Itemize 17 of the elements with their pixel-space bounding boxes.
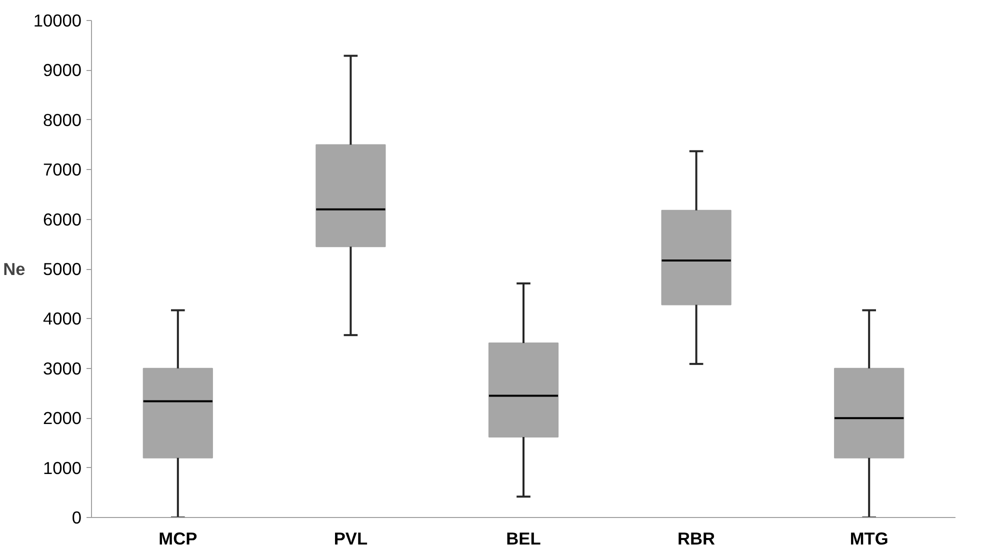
x-tick-label: MTG — [850, 528, 888, 548]
y-tick-label: 9000 — [42, 60, 82, 80]
y-tick-label: 8000 — [42, 110, 82, 130]
y-tick-label: 1000 — [42, 458, 82, 478]
x-tick-label: RBR — [678, 528, 716, 548]
y-tick-label: 4000 — [42, 308, 82, 329]
y-tick-label: 5000 — [42, 259, 82, 279]
y-axis-title: Ne — [3, 259, 26, 279]
y-tick-label: 3000 — [42, 358, 82, 378]
y-tick-label: 0 — [72, 508, 82, 528]
y-tick-label: 7000 — [42, 160, 82, 180]
x-tick-label: BEL — [506, 528, 542, 548]
y-tick-label: 6000 — [42, 209, 82, 230]
x-tick-label: MCP — [158, 528, 198, 548]
y-tick-label: 2000 — [42, 408, 82, 428]
y-tick-label: 10000 — [33, 10, 82, 30]
x-tick-label: PVL — [334, 528, 368, 548]
